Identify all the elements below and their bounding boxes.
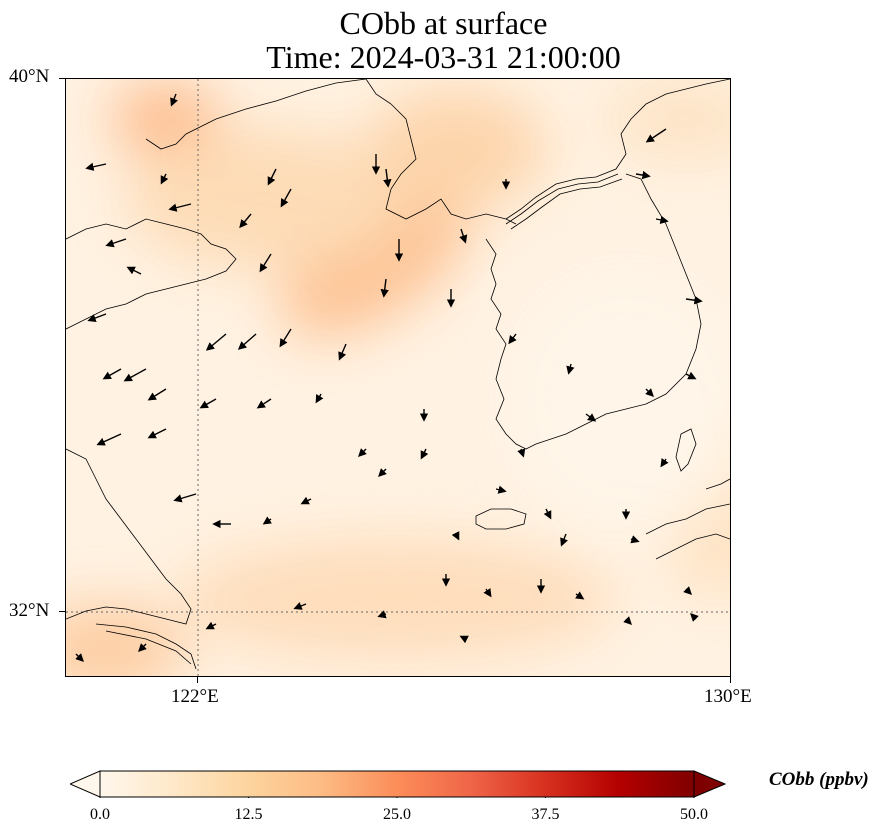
lat-tick-label-32: 32°N bbox=[9, 600, 50, 621]
wind-arrow bbox=[256, 398, 272, 409]
wind-arrow bbox=[147, 388, 167, 401]
wind-arrow bbox=[685, 296, 703, 305]
wind-arrow bbox=[85, 162, 107, 171]
wind-arrow bbox=[280, 188, 292, 208]
tick-mark-lon-122 bbox=[197, 677, 198, 683]
wind-arrow bbox=[378, 468, 387, 477]
wind-arrow bbox=[623, 616, 632, 625]
lon-tick-label-122: 122°E bbox=[171, 686, 219, 707]
map-subtitle-time: Time: 2024-03-31 21:00:00 bbox=[266, 39, 621, 75]
wind-arrow bbox=[105, 238, 127, 248]
field-liaodong bbox=[366, 89, 546, 209]
wind-arrow bbox=[358, 448, 367, 457]
wind-arrow bbox=[685, 371, 697, 380]
wind-arrow bbox=[566, 363, 575, 375]
wind-arrow bbox=[199, 398, 217, 409]
colorbar-tick-3: 37.5 bbox=[531, 806, 560, 823]
wind-arrow bbox=[459, 635, 469, 644]
wind-arrow bbox=[383, 168, 392, 188]
colorbar-extend-high bbox=[693, 770, 726, 798]
wind-arrow bbox=[508, 333, 517, 345]
wind-arrow bbox=[75, 653, 84, 662]
concentration-field bbox=[66, 79, 730, 676]
wind-arrow bbox=[483, 588, 492, 598]
map-panel bbox=[65, 78, 731, 677]
wind-arrow bbox=[338, 343, 347, 361]
tick-mark-lon-130 bbox=[730, 677, 731, 683]
wind-arrow bbox=[690, 613, 699, 622]
wind-arrow bbox=[635, 170, 651, 180]
wind-arrow bbox=[123, 368, 147, 382]
field-east-china-sea bbox=[176, 539, 616, 659]
wind-arrow bbox=[451, 531, 460, 541]
tick-mark-lat-32 bbox=[59, 611, 65, 612]
hotspot-bohai-north bbox=[111, 84, 221, 154]
wind-arrow bbox=[147, 428, 167, 439]
coastlines bbox=[66, 79, 730, 670]
lon-tick-label-130: 130°E bbox=[704, 686, 752, 707]
map-canvas bbox=[66, 79, 730, 676]
colorbar-tick-4: 50.0 bbox=[680, 806, 708, 823]
wind-arrow bbox=[102, 368, 122, 380]
wind-arrow bbox=[237, 333, 257, 350]
wind-arrow bbox=[173, 493, 197, 503]
wind-arrow bbox=[575, 591, 585, 600]
wind-arrow bbox=[630, 535, 640, 544]
field-yellow-sea-north bbox=[126, 129, 406, 269]
wind-arrow bbox=[683, 586, 692, 595]
wind-arrow bbox=[420, 448, 429, 460]
wind-arrow bbox=[293, 602, 307, 610]
wind-arrow bbox=[495, 485, 507, 494]
wind-arrow bbox=[655, 215, 669, 225]
wind-arrow bbox=[205, 333, 227, 351]
hotspot-bohai-strait bbox=[280, 181, 472, 337]
colorbar-extend-low bbox=[70, 770, 101, 798]
colorbar-tick-2: 25.0 bbox=[383, 806, 411, 823]
map-title: CObb at surface bbox=[339, 5, 548, 41]
lat-tick-label-40: 40°N bbox=[9, 66, 50, 87]
wind-arrow bbox=[138, 643, 147, 652]
field-korea-north bbox=[606, 79, 730, 159]
wind-arrow bbox=[645, 128, 667, 143]
wind-arrow bbox=[517, 448, 526, 458]
wind-arrow bbox=[96, 433, 122, 446]
wind-arrow bbox=[380, 278, 389, 298]
wind-arrow bbox=[168, 203, 192, 212]
wind-arrow bbox=[645, 388, 654, 397]
wind-arrow bbox=[585, 413, 597, 422]
field-shanghai bbox=[66, 604, 186, 676]
wind-arrow bbox=[87, 313, 107, 322]
colorbar bbox=[70, 770, 726, 798]
wind-arrow bbox=[259, 253, 272, 273]
field-korea-clean bbox=[496, 259, 730, 539]
wind-arrow bbox=[205, 621, 217, 630]
wind-vectors bbox=[75, 93, 703, 662]
wind-arrow bbox=[126, 266, 142, 275]
tick-mark-lat-40 bbox=[59, 78, 65, 79]
wind-arrow bbox=[315, 393, 324, 404]
wind-arrow bbox=[160, 173, 169, 185]
wind-arrow bbox=[170, 93, 178, 107]
wind-arrow bbox=[239, 213, 252, 229]
wind-arrow bbox=[279, 328, 292, 348]
wind-arrow bbox=[377, 610, 387, 619]
colorbar-gradient bbox=[100, 771, 694, 797]
wind-arrow bbox=[262, 516, 272, 525]
wind-arrow bbox=[560, 533, 568, 547]
wind-arrow bbox=[459, 228, 468, 244]
colorbar-tick-0: 0.0 bbox=[90, 806, 110, 823]
colorbar-title: CObb (ppbv) bbox=[769, 769, 869, 790]
wind-arrow bbox=[300, 496, 312, 505]
wind-arrow bbox=[267, 168, 277, 186]
colorbar-tick-1: 12.5 bbox=[234, 806, 263, 823]
wind-arrow bbox=[660, 458, 669, 468]
wind-arrow bbox=[543, 508, 552, 520]
